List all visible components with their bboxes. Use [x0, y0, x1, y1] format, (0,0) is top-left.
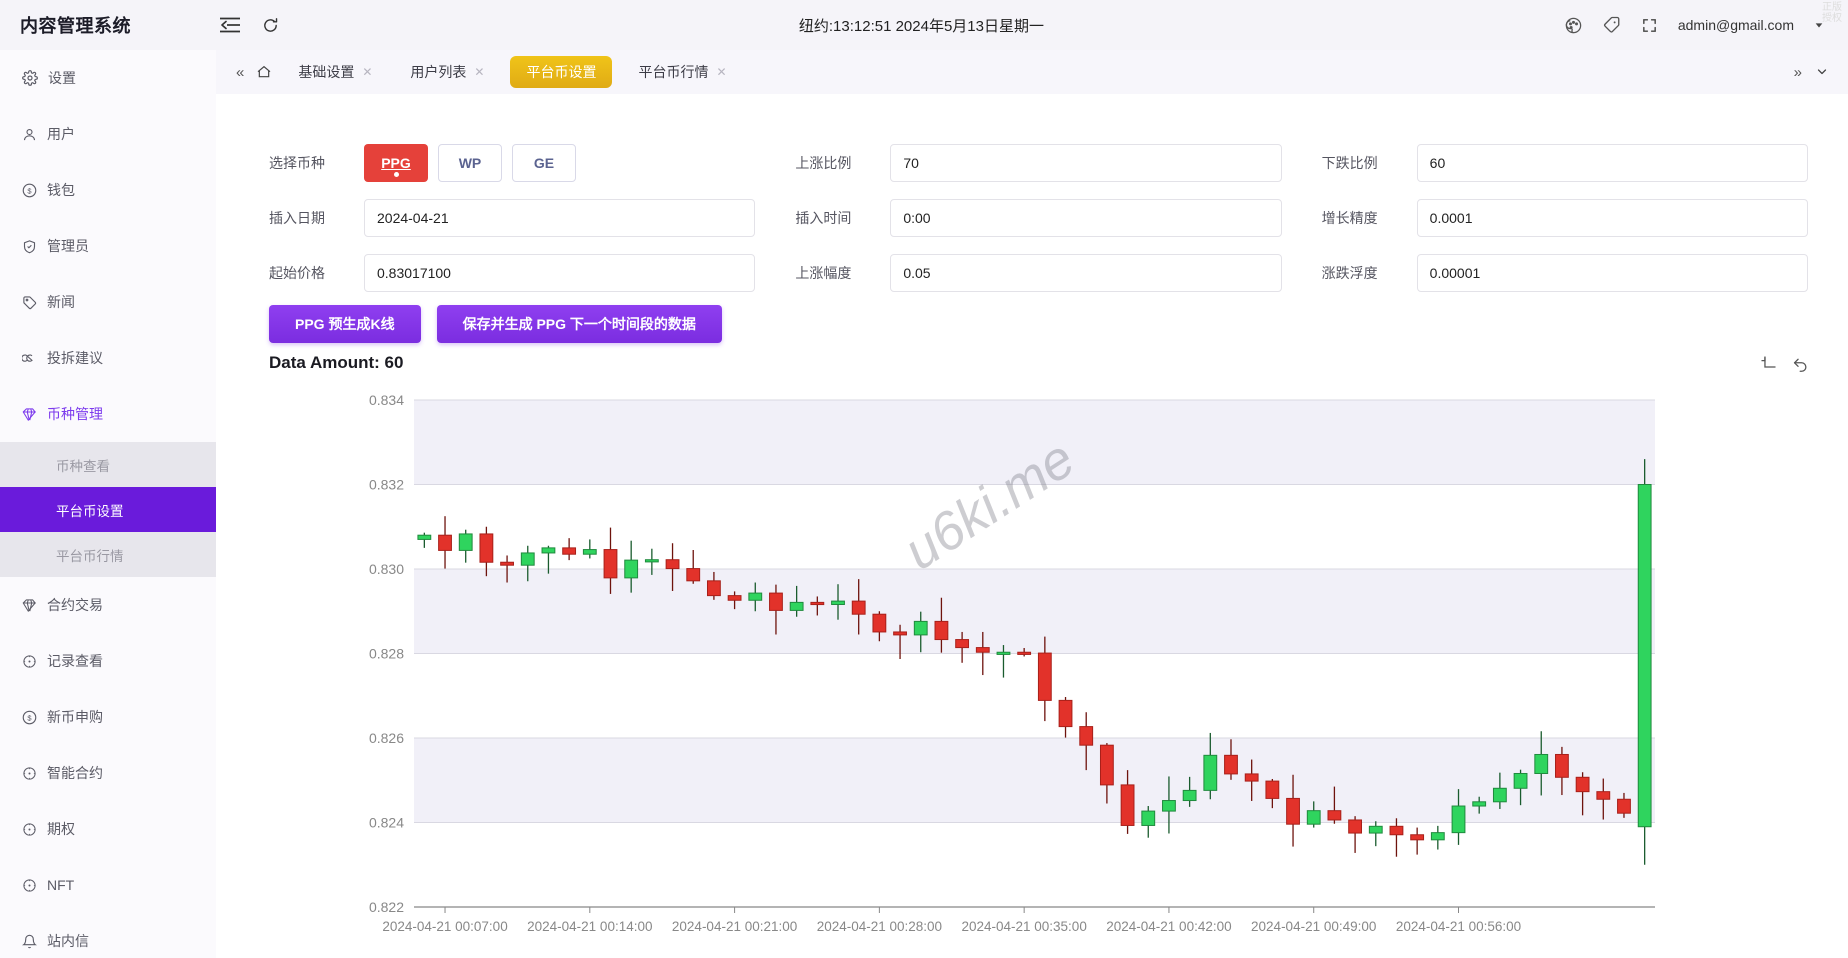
svg-text:2024-04-21 00:49:00: 2024-04-21 00:49:00 [1251, 919, 1376, 932]
svg-text:2024-04-21 00:42:00: 2024-04-21 00:42:00 [1106, 919, 1231, 932]
svg-text:0.830: 0.830 [369, 561, 404, 577]
svg-text:2024-04-21 00:35:00: 2024-04-21 00:35:00 [961, 919, 1086, 932]
svg-text:$: $ [27, 713, 32, 722]
svg-text:$: $ [27, 186, 32, 195]
svg-text:2024-04-21 00:14:00: 2024-04-21 00:14:00 [527, 919, 652, 932]
svg-text:0.832: 0.832 [369, 477, 404, 493]
svg-text:2024-04-21 00:07:00: 2024-04-21 00:07:00 [382, 919, 507, 932]
svg-text:2024-04-21 00:21:00: 2024-04-21 00:21:00 [672, 919, 797, 932]
svg-text:0.824: 0.824 [369, 815, 404, 831]
svg-text:2024-04-21 00:28:00: 2024-04-21 00:28:00 [817, 919, 942, 932]
svg-text:0.828: 0.828 [369, 646, 404, 662]
svg-text:0.822: 0.822 [369, 899, 404, 915]
svg-text:0.826: 0.826 [369, 730, 404, 746]
svg-text:2024-04-21 00:56:00: 2024-04-21 00:56:00 [1396, 919, 1521, 932]
svg-text:0.834: 0.834 [369, 392, 404, 408]
